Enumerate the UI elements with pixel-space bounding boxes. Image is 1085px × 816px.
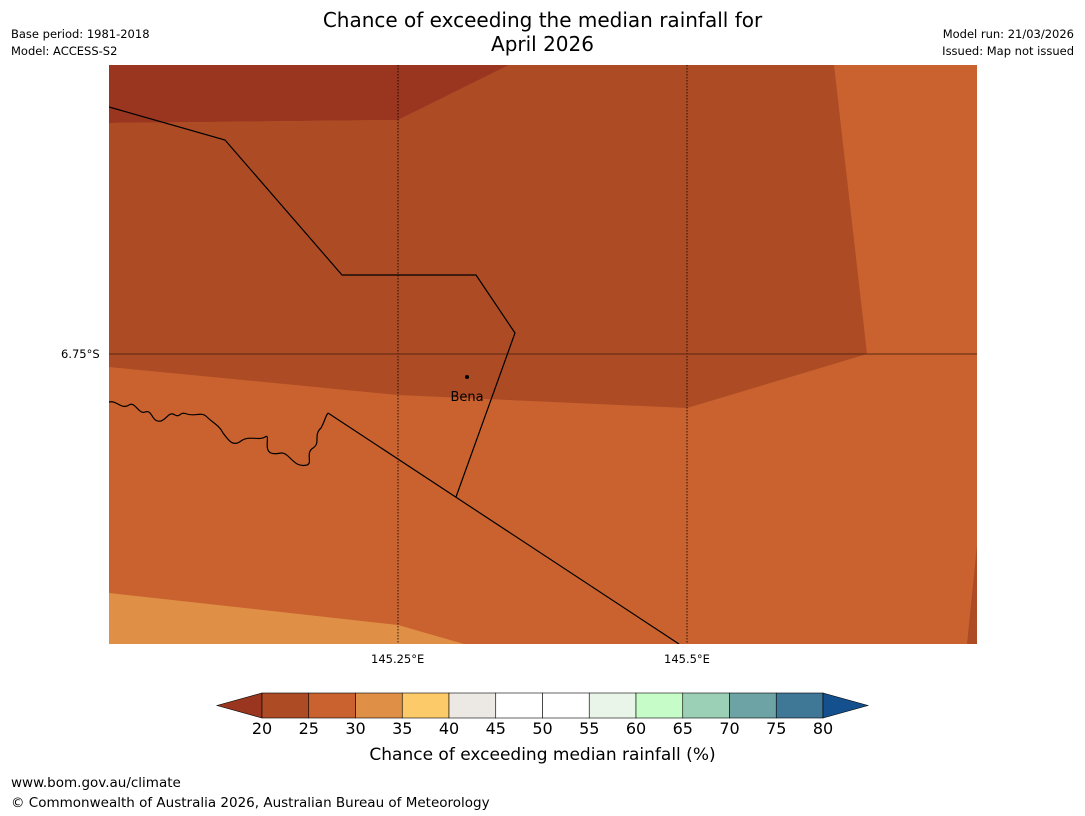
colorbar-segment-45-50 xyxy=(495,692,543,719)
colorbar-extend-high xyxy=(822,692,870,719)
colorbar-tick-label: 75 xyxy=(766,719,787,738)
longitude-label-2: 145.5°E xyxy=(664,652,710,666)
colorbar-segment-65-70 xyxy=(682,692,730,719)
model-name: Model: ACCESS-S2 xyxy=(11,44,118,58)
bena-label: Bena xyxy=(450,390,483,405)
rainfall-map[interactable]: Bena xyxy=(109,65,977,644)
footer-url[interactable]: www.bom.gov.au/climate xyxy=(11,775,181,791)
meta-left: Base period: 1981-2018 Model: ACCESS-S2 xyxy=(11,26,150,60)
colorbar-title: Chance of exceeding median rainfall (%) xyxy=(369,745,716,765)
issued-status: Issued: Map not issued xyxy=(942,44,1074,58)
colorbar-ticks: 20 25 30 35 40 45 50 55 60 65 70 75 80 xyxy=(0,719,1085,739)
province-boundary-south xyxy=(327,412,680,644)
colorbar-tick-label: 30 xyxy=(345,719,366,738)
colorbar-tick-label: 65 xyxy=(672,719,693,738)
colorbar-tick-label: 55 xyxy=(579,719,600,738)
colorbar-segments xyxy=(215,692,870,719)
coastline xyxy=(109,401,329,467)
colorbar-tick-label: 50 xyxy=(532,719,553,738)
colorbar-segment-70-75 xyxy=(729,692,777,719)
colorbar-segment-20-25 xyxy=(261,692,310,719)
band-25-dark xyxy=(109,65,867,408)
colorbar-segment-35-40 xyxy=(401,692,450,719)
band-25-corner xyxy=(967,545,977,644)
colorbar-extend-low xyxy=(215,692,263,719)
colorbar-tick-label: 80 xyxy=(812,719,834,738)
colorbar-segment-75-80 xyxy=(775,692,824,719)
colorbar-tick-label: 45 xyxy=(485,719,506,738)
title-line-2: April 2026 xyxy=(491,32,594,56)
footer-copyright: © Commonwealth of Australia 2026, Austra… xyxy=(11,795,490,811)
bena-marker[interactable] xyxy=(465,375,469,379)
model-run: Model run: 21/03/2026 xyxy=(942,27,1074,41)
title-line-1: Chance of exceeding the median rainfall … xyxy=(322,8,763,32)
colorbar-segment-25-30 xyxy=(308,692,356,719)
colorbar-segment-40-45 xyxy=(448,692,497,719)
colorbar-segment-60-65 xyxy=(635,692,684,719)
map-canvas: Bena xyxy=(109,65,977,644)
band-20-25 xyxy=(109,65,509,123)
province-boundary xyxy=(109,106,516,498)
base-period: Base period: 1981-2018 xyxy=(11,27,150,41)
colorbar-segment-50-55 xyxy=(542,692,590,719)
latitude-label: 6.75°S xyxy=(61,347,100,361)
colorbar-tick-label: 70 xyxy=(719,719,740,738)
colorbar-tick-label: 20 xyxy=(251,719,273,738)
colorbar-tick-label: 25 xyxy=(298,719,319,738)
map-title: Chance of exceeding the median rainfall … xyxy=(0,8,1085,56)
colorbar-tick-label: 35 xyxy=(392,719,413,738)
colorbar-segment-55-60 xyxy=(588,692,637,719)
longitude-label-1: 145.25°E xyxy=(371,652,425,666)
colorbar-segment-30-35 xyxy=(355,692,403,719)
colorbar-tick-label: 60 xyxy=(625,719,647,738)
band-30-35 xyxy=(109,593,464,644)
colorbar-tick-label: 40 xyxy=(438,719,460,738)
meta-right: Model run: 21/03/2026 Issued: Map not is… xyxy=(942,26,1074,60)
